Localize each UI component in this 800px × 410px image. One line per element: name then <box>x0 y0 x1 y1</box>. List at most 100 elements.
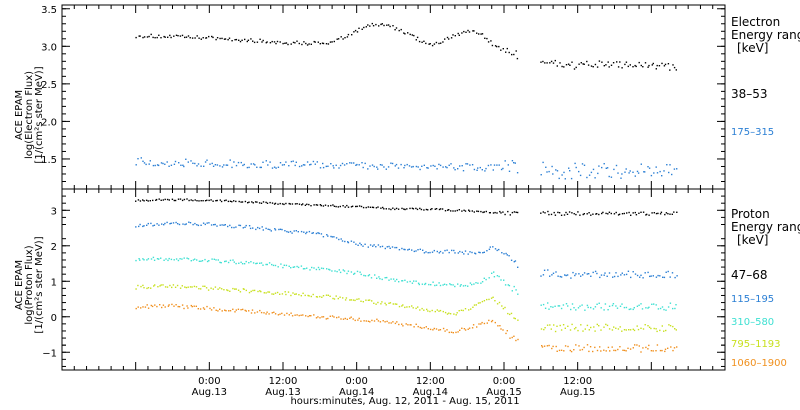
proton-data-point <box>274 264 277 267</box>
proton-data-point <box>439 208 442 210</box>
proton-data-point <box>596 213 598 215</box>
proton-data-point <box>431 251 434 253</box>
proton-data-point <box>479 251 481 254</box>
proton-data-point <box>245 224 247 227</box>
proton-data-point <box>295 293 297 295</box>
proton-data-point <box>302 268 305 270</box>
proton-data-point <box>607 213 609 215</box>
electron-data-point <box>554 59 556 62</box>
proton-data-point <box>617 348 619 351</box>
proton-data-point <box>234 311 236 313</box>
proton-data-point <box>515 339 517 342</box>
electron-data-point <box>276 40 279 43</box>
electron-data-point <box>407 32 409 34</box>
proton-data-point <box>548 344 550 347</box>
proton-data-point <box>491 272 493 274</box>
electron-data-point <box>353 162 355 164</box>
electron-data-point <box>663 170 665 172</box>
proton-data-point <box>628 211 630 214</box>
proton-data-point <box>610 212 612 215</box>
proton-data-point <box>248 262 250 264</box>
electron-data-point <box>462 170 465 172</box>
electron-data-point <box>643 171 645 173</box>
proton-data-point <box>404 208 406 211</box>
proton-data-point <box>596 323 598 326</box>
proton-series-2 <box>135 256 677 311</box>
proton-data-point <box>350 316 352 318</box>
proton-data-point <box>308 295 310 297</box>
proton-data-point <box>471 210 473 212</box>
proton-data-point <box>450 210 452 212</box>
electron-data-point <box>340 36 342 38</box>
electron-data-point <box>301 43 303 46</box>
electron-y-tick-label: 3.5 <box>41 5 57 16</box>
electron-data-point <box>298 165 301 168</box>
proton-data-point <box>177 223 179 225</box>
proton-data-point <box>559 275 561 278</box>
electron-data-point <box>342 38 344 40</box>
proton-data-point <box>169 223 171 225</box>
proton-data-point <box>628 329 630 331</box>
proton-data-point <box>651 303 653 305</box>
proton-data-point <box>481 281 484 283</box>
electron-data-point <box>208 35 210 38</box>
proton-legend: Proton Energy range [keV] 47–68 115–195 … <box>731 207 800 369</box>
proton-data-point <box>142 199 144 201</box>
proton-data-point <box>503 279 505 281</box>
proton-data-point <box>365 299 367 301</box>
proton-data-point <box>563 214 566 216</box>
proton-data-point <box>331 270 333 272</box>
electron-data-point <box>446 166 448 169</box>
electron-data-point <box>187 161 189 163</box>
electron-data-point <box>627 65 629 68</box>
electron-y-tick-label: 2.0 <box>41 117 57 128</box>
proton-data-point <box>477 302 480 304</box>
proton-data-point <box>372 206 375 209</box>
proton-data-point <box>492 246 494 248</box>
proton-data-point <box>586 273 588 275</box>
proton-data-point <box>333 236 335 238</box>
proton-data-point <box>409 280 411 283</box>
electron-data-point <box>145 163 147 166</box>
proton-data-point <box>427 310 429 312</box>
proton-data-point <box>638 212 640 214</box>
electron-data-point <box>310 163 312 166</box>
proton-data-point <box>452 284 454 286</box>
proton-data-point <box>623 274 626 276</box>
proton-data-point <box>174 199 177 202</box>
electron-data-point <box>465 31 467 33</box>
proton-data-point <box>508 255 510 257</box>
proton-data-point <box>322 205 325 207</box>
electron-data-point <box>158 34 160 36</box>
proton-y-tick-label: 3 <box>51 206 57 217</box>
electron-data-point <box>433 43 436 45</box>
proton-data-point <box>511 290 513 292</box>
proton-data-point <box>443 283 446 285</box>
proton-data-point <box>671 272 674 274</box>
electron-data-point <box>580 62 582 64</box>
proton-data-point <box>461 210 463 212</box>
proton-data-point <box>336 316 338 319</box>
proton-data-point <box>665 271 667 273</box>
proton-data-point <box>444 210 447 212</box>
proton-data-point <box>446 249 448 251</box>
proton-data-point <box>621 272 623 274</box>
electron-data-point <box>197 163 200 165</box>
proton-data-point <box>287 231 290 233</box>
proton-data-point <box>279 228 282 230</box>
proton-data-point <box>288 202 290 205</box>
proton-data-point <box>388 302 390 304</box>
electron-data-point <box>154 164 156 167</box>
electron-data-point <box>179 35 182 37</box>
proton-data-point <box>344 317 346 320</box>
proton-data-point <box>216 225 218 227</box>
proton-data-point <box>342 205 344 207</box>
electron-data-point <box>143 36 146 38</box>
proton-data-point <box>634 211 636 214</box>
proton-series-1 <box>135 221 678 279</box>
proton-data-point <box>463 209 465 211</box>
electron-data-point <box>565 64 568 66</box>
proton-data-point <box>296 314 298 316</box>
proton-data-point <box>474 253 477 255</box>
electron-data-point <box>594 63 597 66</box>
